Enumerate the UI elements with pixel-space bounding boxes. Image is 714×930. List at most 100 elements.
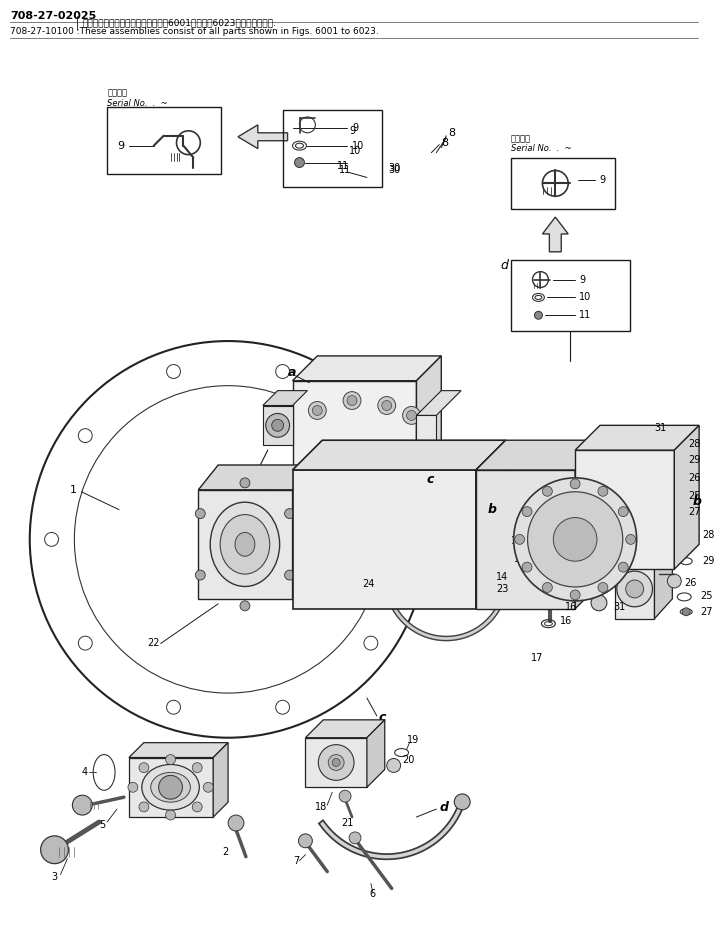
Text: 6: 6 [369, 889, 375, 899]
Text: c: c [426, 473, 434, 486]
Circle shape [522, 507, 532, 516]
Text: 2: 2 [222, 846, 228, 857]
Text: 27: 27 [700, 606, 713, 617]
Circle shape [515, 535, 525, 544]
Circle shape [196, 509, 205, 519]
Text: 31: 31 [613, 602, 625, 612]
Circle shape [139, 763, 149, 773]
Polygon shape [575, 450, 674, 569]
Circle shape [196, 570, 205, 580]
Polygon shape [367, 720, 385, 788]
Circle shape [343, 392, 361, 409]
Circle shape [387, 759, 401, 773]
Polygon shape [575, 425, 699, 450]
Circle shape [347, 395, 357, 405]
Circle shape [312, 405, 322, 416]
Circle shape [600, 475, 610, 485]
Circle shape [625, 535, 635, 544]
Circle shape [467, 534, 475, 541]
Circle shape [44, 533, 59, 546]
Circle shape [673, 485, 686, 498]
Text: 5: 5 [99, 820, 106, 830]
Circle shape [617, 571, 653, 606]
Circle shape [645, 475, 655, 485]
Text: 9: 9 [117, 140, 124, 151]
Text: 6: 6 [582, 495, 588, 505]
Circle shape [618, 562, 628, 572]
Circle shape [398, 533, 411, 546]
Circle shape [467, 553, 475, 561]
Circle shape [673, 540, 686, 554]
Polygon shape [198, 465, 312, 490]
Text: 28: 28 [702, 530, 714, 540]
Text: 18: 18 [316, 802, 328, 812]
Text: 8: 8 [441, 138, 448, 148]
Text: 23: 23 [357, 552, 369, 563]
Polygon shape [655, 539, 673, 618]
Text: 12: 12 [511, 537, 523, 546]
Circle shape [673, 455, 686, 469]
Circle shape [467, 474, 475, 482]
Circle shape [192, 763, 202, 773]
Circle shape [598, 582, 608, 592]
Text: Serial No.  .  ~: Serial No. . ~ [511, 144, 571, 153]
Polygon shape [129, 758, 213, 817]
Circle shape [570, 479, 580, 489]
Polygon shape [575, 440, 605, 609]
Circle shape [294, 157, 304, 167]
Text: 30: 30 [388, 163, 401, 172]
Text: 29: 29 [688, 455, 700, 465]
Circle shape [595, 520, 615, 539]
Bar [370, 470, 383, 535]
Text: 11: 11 [337, 161, 349, 170]
Text: 14: 14 [496, 572, 508, 582]
Circle shape [318, 745, 354, 780]
Circle shape [293, 494, 301, 501]
Text: 15: 15 [563, 572, 575, 582]
Text: 1: 1 [69, 485, 76, 495]
Text: 23: 23 [501, 582, 513, 592]
Text: 708-27-10100 :These assemblies consist of all parts shown in Figs. 6001 to 6023.: 708-27-10100 :These assemblies consist o… [10, 27, 378, 36]
Circle shape [467, 513, 475, 522]
Circle shape [285, 509, 295, 519]
Text: 3: 3 [51, 871, 58, 882]
Ellipse shape [210, 502, 280, 587]
Text: 29: 29 [702, 556, 714, 566]
Polygon shape [615, 539, 673, 559]
Text: 26: 26 [688, 472, 700, 483]
Circle shape [328, 754, 344, 770]
Circle shape [139, 802, 149, 812]
Circle shape [403, 406, 421, 424]
Polygon shape [674, 425, 699, 569]
Text: 28: 28 [688, 439, 700, 449]
Polygon shape [476, 440, 506, 609]
Circle shape [591, 595, 607, 611]
Circle shape [285, 570, 295, 580]
Polygon shape [238, 125, 288, 149]
Circle shape [600, 525, 610, 535]
Circle shape [640, 520, 660, 539]
Ellipse shape [220, 514, 270, 574]
Text: 4: 4 [81, 767, 87, 777]
Ellipse shape [151, 773, 191, 803]
Circle shape [543, 486, 553, 497]
Text: 24: 24 [372, 550, 384, 559]
Circle shape [668, 574, 681, 588]
Circle shape [166, 700, 181, 714]
Text: d: d [439, 801, 448, 814]
Polygon shape [674, 524, 698, 548]
Circle shape [454, 794, 470, 810]
Text: 708-27-02025: 708-27-02025 [10, 11, 96, 20]
Text: 25: 25 [688, 491, 700, 500]
Bar [472, 527, 502, 548]
Polygon shape [293, 465, 312, 599]
Polygon shape [476, 470, 575, 609]
Circle shape [378, 396, 396, 415]
Bar [511, 157, 615, 209]
Text: 17: 17 [516, 594, 528, 604]
Text: 31: 31 [655, 423, 667, 433]
Circle shape [618, 507, 628, 516]
Text: 24: 24 [362, 579, 374, 589]
Circle shape [528, 492, 623, 587]
Circle shape [261, 480, 271, 490]
